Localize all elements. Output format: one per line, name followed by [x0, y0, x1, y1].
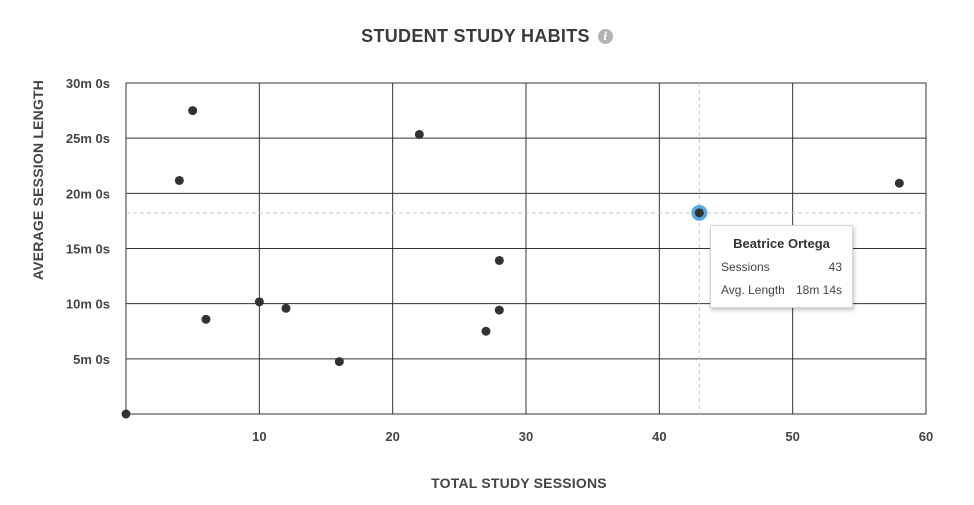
x-tick-label: 10: [252, 429, 266, 444]
data-point: [894, 178, 904, 188]
data-point: [414, 129, 424, 139]
highlight-point: [694, 208, 704, 218]
x-tick-label: 50: [785, 429, 799, 444]
data-points: [121, 106, 904, 419]
tooltip-sessions-value: 43: [828, 260, 842, 274]
data-point: [201, 314, 211, 324]
y-tick-label: 15m 0s: [66, 242, 110, 257]
y-axis-label: AVERAGE SESSION LENGTH: [30, 80, 46, 280]
x-tick-label: 40: [652, 429, 666, 444]
data-point: [494, 305, 504, 315]
tooltip: Beatrice Ortega Sessions 43 Avg. Length …: [710, 225, 853, 308]
tooltip-length-row: Avg. Length 18m 14s: [721, 283, 842, 297]
data-point: [481, 326, 491, 336]
y-tick-label: 20m 0s: [66, 186, 110, 201]
y-tick-label: 5m 0s: [73, 352, 110, 367]
tooltip-sessions-label: Sessions: [721, 260, 770, 274]
x-tick-label: 30: [519, 429, 533, 444]
data-point: [334, 357, 344, 367]
chart-header: STUDENT STUDY HABITS i: [0, 26, 974, 47]
data-point: [494, 255, 504, 265]
data-point: [121, 409, 131, 419]
tooltip-sessions-row: Sessions 43: [721, 260, 842, 274]
y-tick-label: 10m 0s: [66, 297, 110, 312]
crosshair: [126, 83, 926, 414]
y-tick-label: 30m 0s: [66, 76, 110, 91]
tooltip-length-label: Avg. Length: [721, 283, 785, 297]
data-point: [254, 297, 264, 307]
data-point: [188, 106, 198, 116]
y-axis-ticks: 5m 0s 10m 0s 15m 0s 20m 0s 25m 0s 30m 0s: [66, 76, 110, 367]
x-tick-label: 20: [385, 429, 399, 444]
y-tick-label: 25m 0s: [66, 131, 110, 146]
data-point: [174, 175, 184, 185]
info-icon[interactable]: i: [597, 29, 613, 44]
x-tick-label: 60: [919, 429, 933, 444]
data-point: [281, 303, 291, 313]
tooltip-name: Beatrice Ortega: [733, 236, 830, 251]
chart-title: STUDENT STUDY HABITS: [361, 26, 590, 46]
x-axis-ticks: 10 20 30 40 50 60: [252, 429, 933, 444]
x-axis-label: TOTAL STUDY SESSIONS: [431, 475, 607, 491]
highlight-point-group: [691, 204, 708, 221]
tooltip-length-value: 18m 14s: [795, 283, 842, 297]
